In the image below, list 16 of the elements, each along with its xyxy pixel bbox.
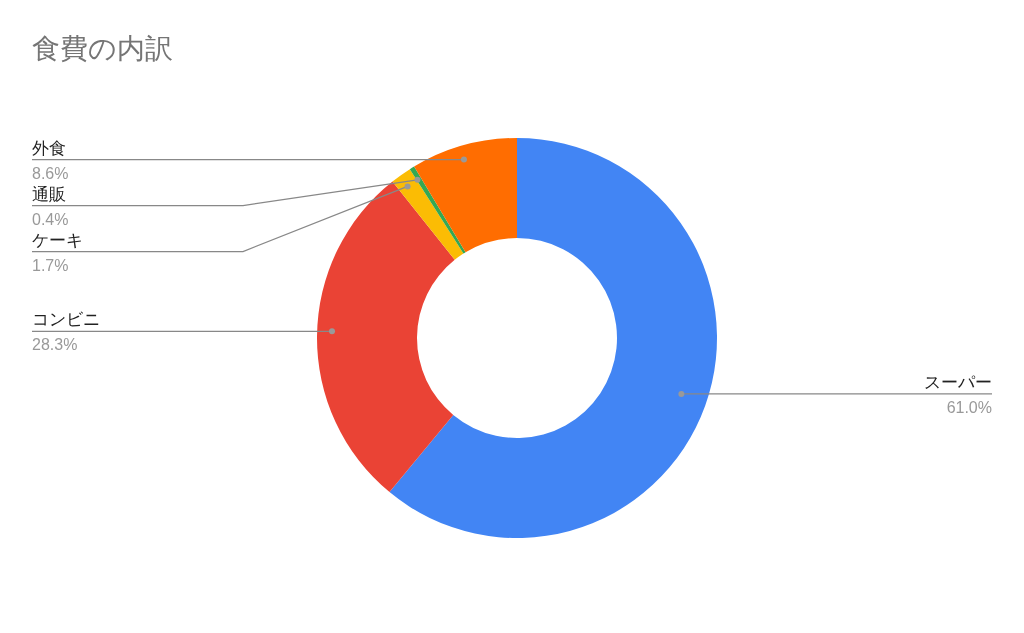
donut-slice: [414, 138, 517, 253]
data-label: 0.4%: [32, 210, 69, 228]
donut-slice: [389, 138, 717, 538]
donut-slice: [409, 166, 466, 254]
data-label: 8.6%: [32, 164, 69, 182]
chart-title: 食費の内訳: [32, 31, 173, 67]
slice-label: スーパー: [924, 371, 992, 392]
data-label: 61.0%: [946, 398, 992, 416]
slice-label: コンビニ: [32, 309, 100, 330]
data-label: 1.7%: [32, 256, 69, 274]
slice-label: 外食: [32, 137, 66, 158]
donut-slice: [392, 169, 464, 260]
data-label: 28.3%: [32, 336, 78, 354]
donut-slice: [317, 181, 455, 493]
slice-label: 通販: [32, 183, 66, 204]
slice-label: ケーキ: [32, 229, 83, 250]
